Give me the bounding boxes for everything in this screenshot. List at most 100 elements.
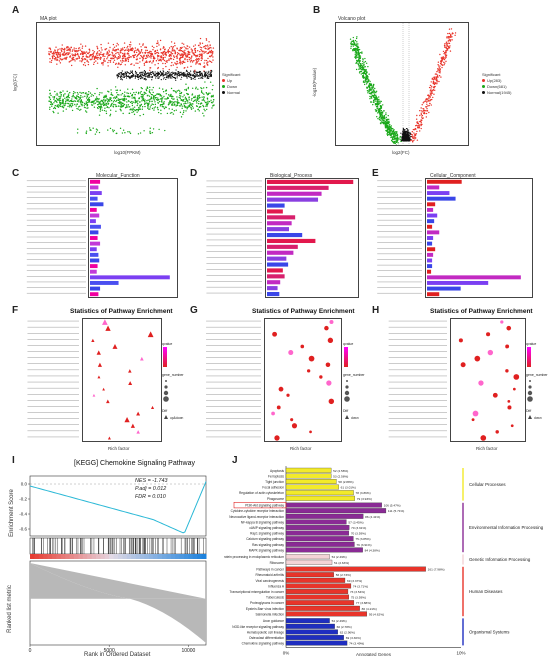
ma-point-down <box>105 112 108 115</box>
ma-point-down <box>179 92 181 95</box>
go-mf-chart <box>88 178 178 298</box>
rank-color-cell <box>175 554 181 559</box>
ma-point-up <box>152 55 155 58</box>
ma-point-down <box>149 132 152 135</box>
qvalue-legend-title: qvalue <box>162 342 172 346</box>
ma-point-up <box>153 57 156 59</box>
ma-point-normal <box>147 72 149 74</box>
ma-point-down <box>161 99 163 101</box>
volcano-point-down <box>390 127 393 130</box>
ma-point-down <box>139 108 141 110</box>
ma-point-up <box>207 46 209 48</box>
volcano-point-up <box>420 127 422 130</box>
pathway-point <box>105 325 111 331</box>
ma-point-normal <box>201 76 203 78</box>
ma-point-down <box>110 93 112 96</box>
ma-point-down <box>119 127 122 130</box>
volcano-point-up <box>425 110 427 112</box>
ma-point-down <box>105 104 108 106</box>
volcano-point-down <box>379 108 382 110</box>
ma-point-down <box>163 101 165 103</box>
ma-point-down <box>131 97 133 99</box>
ma-point-down <box>120 106 122 109</box>
volcano-point-up <box>448 28 451 30</box>
ma-point-down <box>98 105 100 108</box>
pathway-point <box>128 369 132 373</box>
es-tick-label: 0.0 <box>21 482 28 487</box>
ma-point-up <box>165 54 167 57</box>
volcano-point-down <box>378 116 381 119</box>
volcano-point-down <box>358 64 360 66</box>
j-bar <box>285 473 332 479</box>
volcano-point-down <box>390 125 393 127</box>
go-bar <box>90 202 104 207</box>
ma-point-down <box>90 95 92 97</box>
ma-point-down <box>207 100 209 103</box>
ma-point-down <box>94 102 97 104</box>
ma-point-up <box>194 44 197 46</box>
volcano-point-up <box>423 111 426 113</box>
j-category-label: Protein processing in endoplasmic reticu… <box>224 555 284 559</box>
ma-point-up <box>75 50 77 52</box>
ma-point-normal <box>162 78 165 80</box>
ma-point-up <box>56 58 58 60</box>
ma-point-up <box>160 58 162 61</box>
panel-g-title: Statistics of Pathway Enrichment <box>252 308 355 315</box>
pathway-point <box>460 362 466 368</box>
volcano-point-up <box>426 108 428 110</box>
ma-point-up <box>182 60 184 62</box>
ma-point-down <box>85 111 88 113</box>
ma-point-down <box>210 99 212 101</box>
volcano-point-up <box>441 63 443 66</box>
volcano-point-up <box>440 61 442 64</box>
ma-point-normal <box>148 75 150 77</box>
ma-point-down <box>79 97 81 99</box>
ma-point-down <box>140 87 142 89</box>
ma-point-up <box>53 53 56 55</box>
ma-point-down <box>191 97 193 100</box>
ma-point-down <box>152 95 155 98</box>
volcano-point-up <box>436 76 439 78</box>
ma-point-up <box>61 44 63 46</box>
volcano-point-up <box>425 116 428 118</box>
ma-point-down <box>74 92 76 94</box>
ma-point-down <box>148 102 150 104</box>
ma-point-normal <box>204 73 206 75</box>
ma-point-down <box>183 110 185 112</box>
volcano-point-normal <box>409 135 411 137</box>
ma-point-down <box>206 105 208 107</box>
volcano-point-down <box>392 128 394 130</box>
ma-point-down <box>70 102 72 105</box>
ma-point-up <box>170 41 173 43</box>
ma-point-down <box>80 100 82 102</box>
volcano-point-down <box>354 56 357 59</box>
ma-point-up <box>162 51 164 53</box>
ma-point-normal <box>120 76 122 79</box>
ma-point-down <box>194 95 196 97</box>
volcano-point-down <box>366 81 368 84</box>
volcano-point-down <box>377 117 379 120</box>
ma-point-normal <box>162 73 164 75</box>
ma-point-up <box>50 61 53 63</box>
ma-point-down <box>144 92 146 94</box>
volcano-point-down <box>363 71 366 73</box>
ma-point-down <box>109 127 112 130</box>
volcano-point-down <box>363 83 366 86</box>
ma-point-down <box>188 96 190 98</box>
ma-point-up <box>59 54 62 56</box>
volcano-point-down <box>356 43 358 45</box>
volcano-point-down <box>372 85 374 87</box>
ma-point-up <box>162 56 165 59</box>
ma-point-down <box>53 98 55 100</box>
ma-point-up <box>156 49 159 52</box>
ma-point-up <box>116 51 118 54</box>
volcano-point-down <box>363 62 365 64</box>
ma-point-up <box>78 56 81 58</box>
ma-point-up <box>145 60 148 62</box>
ma-point-up <box>107 53 109 55</box>
ma-point-normal <box>169 74 171 76</box>
ma-point-normal <box>176 73 178 75</box>
volcano-point-down <box>376 112 379 114</box>
rank-color-cell <box>197 554 203 559</box>
ma-point-down <box>80 92 83 94</box>
